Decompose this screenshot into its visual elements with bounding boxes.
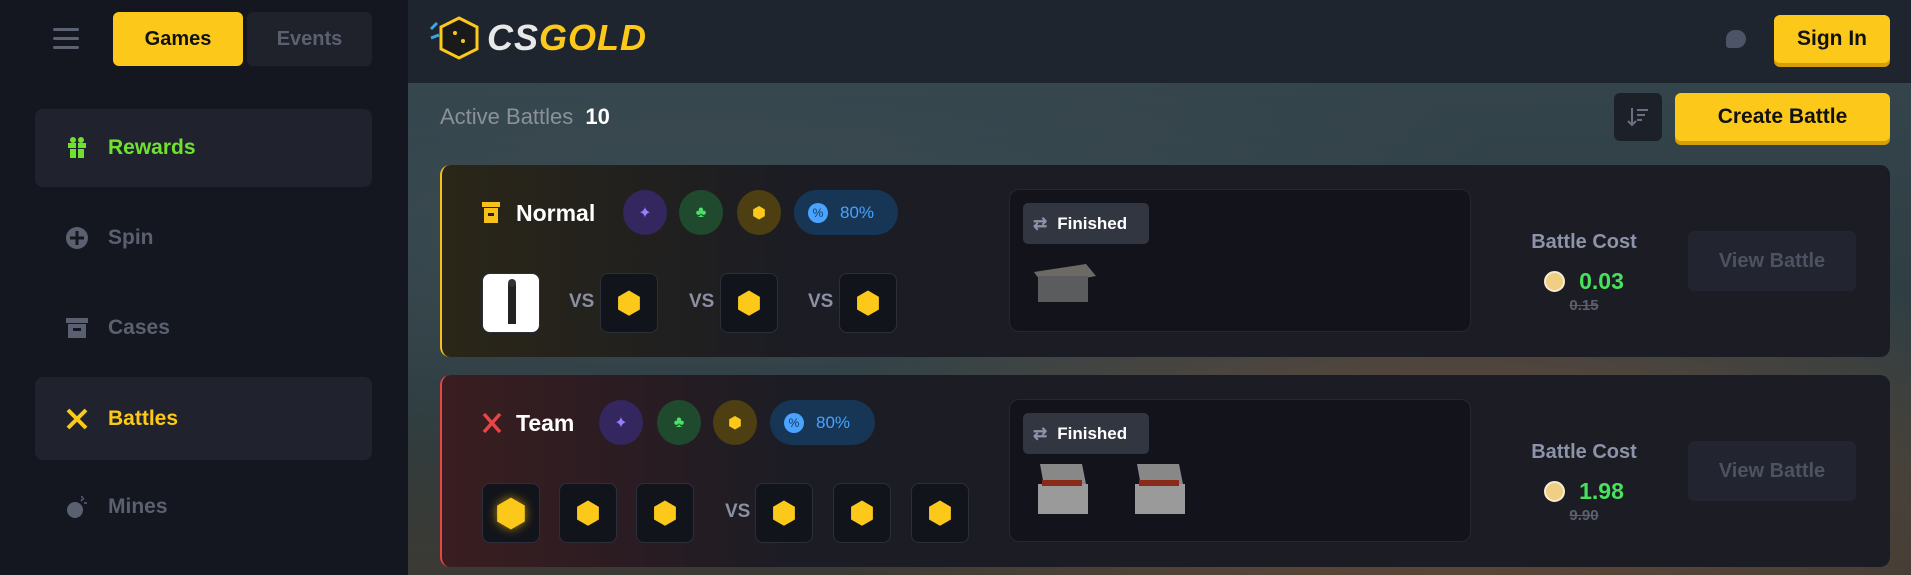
logo[interactable]: CSGOLD [429, 12, 679, 63]
sidebar-item-mines[interactable]: Mines [35, 468, 372, 546]
sidebar: Games Events Rewards Spin Cases Battles … [0, 0, 408, 575]
bomb-icon [65, 495, 89, 519]
dice-icon: ⬢ [494, 492, 528, 535]
status-badge: ⇄ Finished [1023, 413, 1149, 454]
empty-slot[interactable]: ⬢ [755, 483, 813, 543]
case-image [1135, 464, 1185, 514]
view-battle-button[interactable]: View Battle [1688, 231, 1856, 291]
player-avatar[interactable] [482, 273, 540, 333]
empty-slot[interactable]: ⬢ [559, 483, 617, 543]
tab-events[interactable]: Events [247, 12, 372, 66]
create-battle-button[interactable]: Create Battle [1675, 93, 1890, 141]
battle-cost: 1.98 [1502, 478, 1666, 505]
battle-cost-label: Battle Cost [1531, 231, 1637, 253]
case-image [1038, 464, 1088, 514]
cases-panel: ⇄ Finished [1009, 189, 1471, 332]
lucky-clover-badge[interactable]: ♣ [657, 400, 701, 445]
vs-label: VS [569, 291, 595, 312]
dice-icon: ⬢ [735, 286, 763, 320]
status-text: Finished [1057, 213, 1128, 233]
dice-icon: ⬢ [651, 496, 679, 530]
empty-slot[interactable]: ⬢ [636, 483, 694, 543]
sort-button[interactable] [1614, 93, 1662, 141]
sidebar-item-label: Battles [108, 406, 179, 430]
vs-label: VS [689, 291, 715, 312]
battle-card: Normal ✦ ♣ ⬢ % 80% VS ⬢ VS ⬢ VS ⬢ ⇄ Finish… [440, 165, 1890, 357]
view-battle-button[interactable]: View Battle [1688, 441, 1856, 501]
original-cost: 9.90 [1569, 507, 1599, 524]
percent-icon: % [808, 202, 828, 223]
tab-games[interactable]: Games [113, 12, 243, 66]
cost-value: 0.03 [1579, 268, 1624, 294]
dice-icon: ⬢ [926, 496, 954, 530]
status-text: Finished [1057, 423, 1128, 443]
repeat-icon: ⇄ [1033, 423, 1048, 443]
battle-card: Team ✦ ♣ ⬢ % 80% ⬢ ⬢ ⬢ VS ⬢ ⬢ ⬢ ⇄ Finished… [440, 375, 1890, 567]
repeat-icon: ⇄ [1033, 213, 1048, 233]
lucky-clover-badge[interactable]: ♣ [679, 190, 723, 235]
sort-icon [1627, 108, 1648, 127]
dice-icon: ⬢ [574, 496, 602, 530]
sidebar-item-label: Spin [108, 226, 154, 249]
swords-icon [482, 412, 502, 434]
empty-slot[interactable]: ⬢ [839, 273, 897, 333]
mode-label: Normal [482, 199, 595, 227]
sidebar-item-rewards[interactable]: Rewards [35, 109, 372, 187]
empty-slot[interactable]: ⬢ [600, 273, 658, 333]
case-icon [482, 202, 500, 223]
empty-slot[interactable]: ⬢ [833, 483, 891, 543]
crazy-mode-badge[interactable]: ✦ [623, 190, 667, 235]
dice-badge[interactable]: ⬢ [737, 190, 781, 235]
discount-text: 80% [816, 412, 851, 432]
vs-label: VS [808, 291, 834, 312]
sidebar-item-label: Cases [108, 316, 170, 339]
cases-panel: ⇄ Finished [1009, 399, 1471, 542]
case-icon [65, 316, 89, 340]
dice-icon: ⬢ [615, 286, 643, 320]
gift-icon [65, 136, 89, 160]
dice-badge[interactable]: ⬢ [713, 400, 757, 445]
empty-slot[interactable]: ⬢ [720, 273, 778, 333]
sidebar-item-cases[interactable]: Cases [35, 289, 372, 367]
dice-icon: ⬢ [854, 286, 882, 320]
mode-text: Normal [516, 199, 596, 226]
mode-label: Team [482, 409, 574, 437]
discount-text: 80% [840, 202, 875, 222]
sidebar-item-battles[interactable]: Battles [35, 377, 372, 460]
dice-icon: ⬢ [848, 496, 876, 530]
avatar-image [508, 279, 516, 324]
empty-slot[interactable]: ⬢ [911, 483, 969, 543]
player-slot[interactable]: ⬢ [482, 483, 540, 543]
coin-icon [1544, 481, 1566, 502]
spin-icon [65, 226, 89, 250]
crazy-mode-badge[interactable]: ✦ [599, 400, 643, 445]
page-title: Active Battles 10 [440, 104, 610, 130]
mode-text: Team [516, 409, 575, 436]
discount-badge[interactable]: % 80% [770, 400, 875, 445]
battle-cost-label: Battle Cost [1531, 441, 1637, 463]
header: CSGOLD Sign In [408, 0, 1911, 83]
sidebar-item-label: Rewards [108, 136, 196, 159]
sidebar-item-label: Mines [108, 495, 168, 518]
discount-badge[interactable]: % 80% [794, 190, 898, 235]
chat-icon[interactable] [1726, 30, 1746, 48]
logo-dice-icon [429, 15, 479, 60]
status-badge: ⇄ Finished [1023, 203, 1149, 244]
case-image [1034, 264, 1096, 302]
swords-icon [65, 407, 89, 431]
sign-in-button[interactable]: Sign In [1774, 15, 1890, 63]
battle-count: 10 [585, 104, 610, 129]
original-cost: 0.15 [1569, 297, 1599, 314]
menu-icon[interactable] [53, 28, 79, 50]
dice-icon: ⬢ [770, 496, 798, 530]
sidebar-item-spin[interactable]: Spin [35, 199, 372, 277]
coin-icon [1544, 271, 1566, 292]
percent-icon: % [784, 412, 804, 433]
cost-value: 1.98 [1579, 478, 1624, 504]
vs-label: VS [725, 501, 751, 522]
battle-cost: 0.03 [1502, 268, 1666, 295]
title-text: Active Battles [440, 104, 574, 129]
